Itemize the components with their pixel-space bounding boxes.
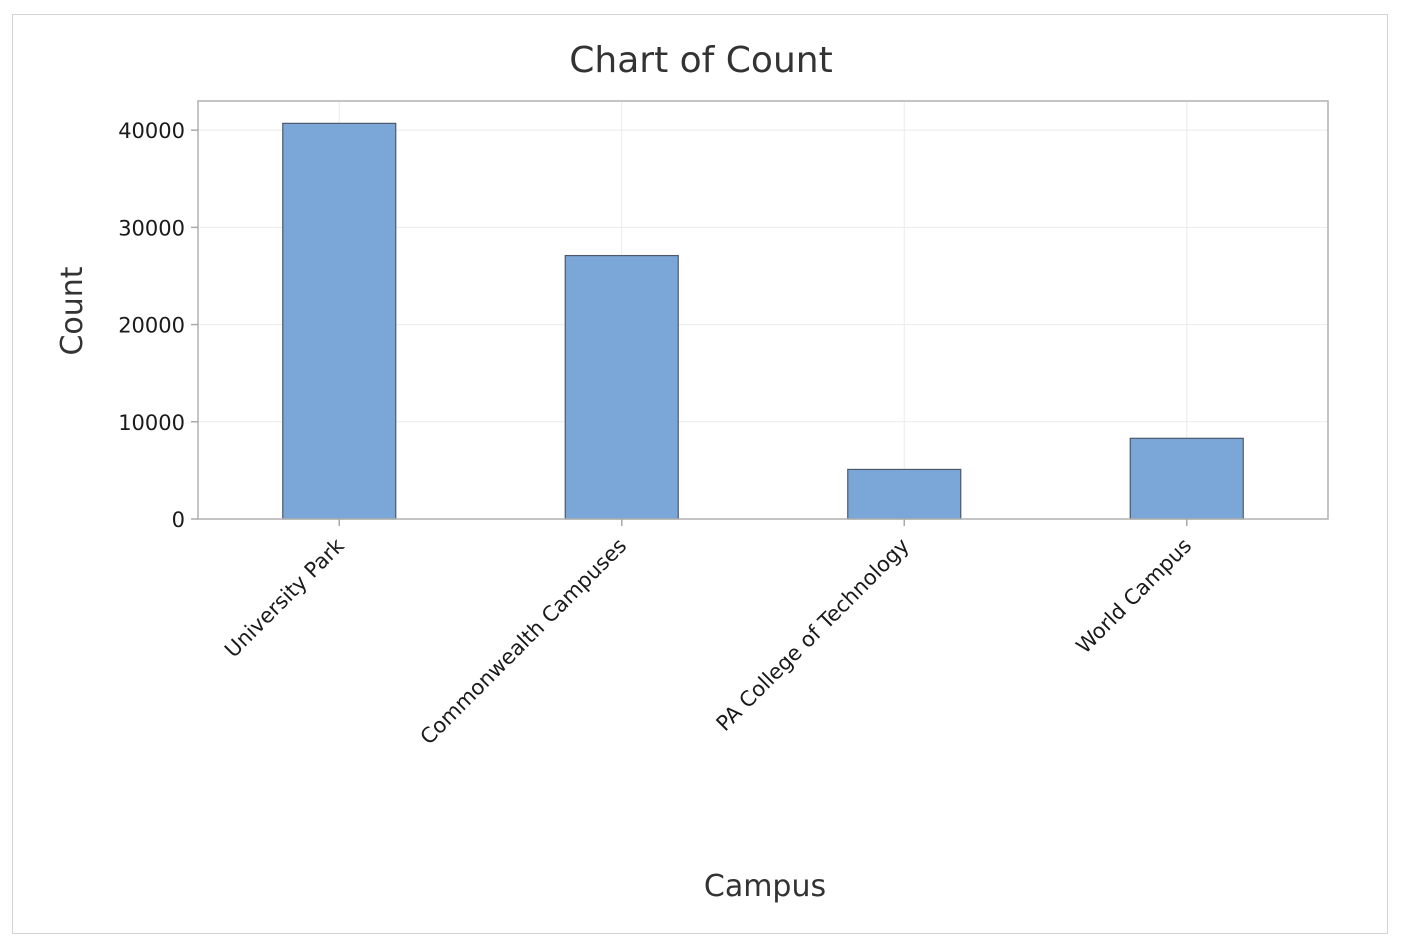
x-category-label: World Campus	[1072, 534, 1197, 659]
bar	[282, 122, 397, 520]
y-tick-label: 30000	[118, 216, 185, 240]
bar	[847, 468, 962, 520]
y-tick-label: 40000	[118, 119, 185, 143]
x-axis-label: Campus	[704, 869, 826, 904]
x-category-label: Commonwealth Campuses	[416, 534, 632, 750]
x-category-label: University Park	[220, 533, 349, 662]
bar	[1129, 437, 1244, 520]
y-tick-label: 20000	[118, 314, 185, 338]
y-axis-label: Count	[55, 266, 90, 355]
y-tick-label: 0	[172, 508, 185, 532]
chart-title: Chart of Count	[569, 40, 832, 81]
y-tick-label: 10000	[118, 411, 185, 435]
x-axis-ticks: University Park Commonwealth Campuses PA C…	[220, 519, 1196, 749]
plot-area-border	[197, 100, 1329, 520]
bar	[564, 254, 679, 520]
x-category-label: PA College of Technology	[712, 534, 914, 736]
y-axis-ticks: 0 10000 20000 30000 40000	[118, 119, 198, 532]
bars	[282, 122, 1244, 520]
